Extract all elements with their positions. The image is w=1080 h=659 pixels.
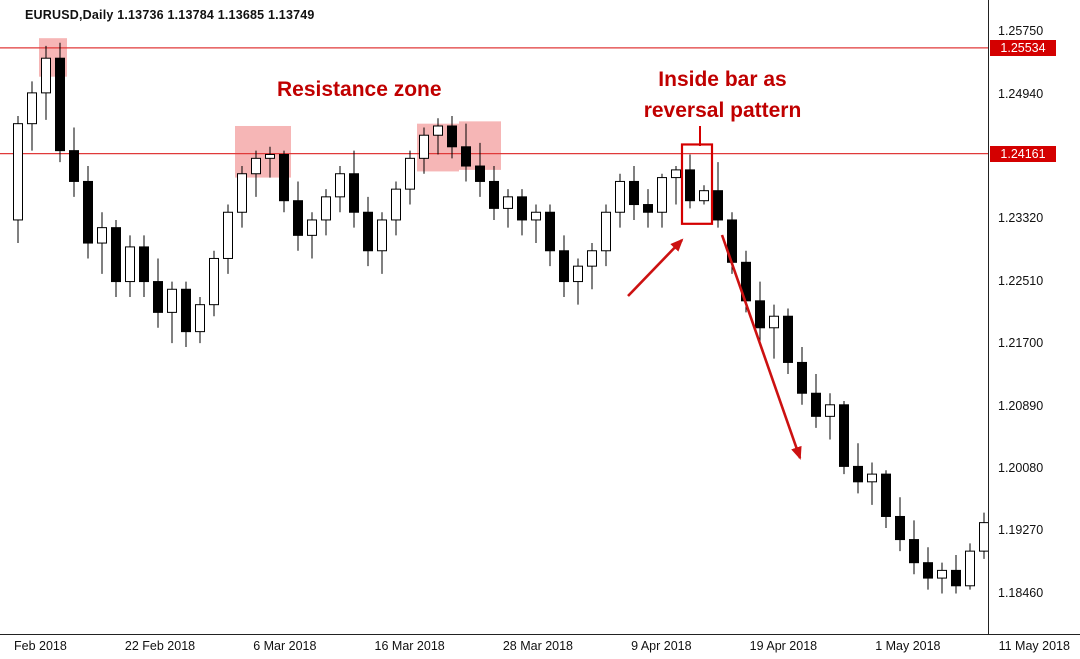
candle — [839, 400, 849, 475]
candle — [475, 142, 485, 197]
candle — [419, 127, 429, 174]
price-tick-label: 1.25750 — [998, 24, 1044, 39]
candle — [685, 154, 695, 209]
candle — [377, 212, 387, 274]
candle — [755, 281, 765, 344]
symbol-quote-label: EURUSD,Daily 1.13736 1.13784 1.13685 1.1… — [25, 8, 315, 22]
candle — [181, 281, 191, 348]
candle — [195, 296, 205, 344]
candle — [265, 146, 275, 178]
candle — [293, 181, 303, 251]
date-tick-label: Feb 2018 — [14, 639, 67, 653]
candle — [629, 166, 639, 220]
candle — [713, 162, 723, 228]
candle — [601, 204, 611, 267]
candle — [531, 204, 541, 244]
time-axis: Feb 2018 22 Feb 2018 6 Mar 2018 16 Mar 2018… — [0, 634, 1080, 659]
candle — [573, 258, 583, 305]
candle — [97, 212, 107, 274]
candle — [405, 150, 415, 205]
candle — [769, 304, 779, 359]
candle — [909, 520, 919, 575]
candle — [699, 185, 709, 205]
candle — [923, 547, 933, 590]
candle — [279, 150, 289, 213]
price-tick-label: 1.19270 — [998, 523, 1044, 538]
candle — [139, 235, 149, 297]
candle — [167, 281, 177, 344]
candle — [489, 166, 499, 220]
price-tick-label: 1.20080 — [998, 460, 1044, 475]
candle — [587, 243, 597, 290]
candle — [335, 166, 345, 213]
candle — [237, 166, 247, 228]
candle — [825, 393, 835, 440]
candle — [783, 308, 793, 374]
candle — [671, 166, 681, 205]
price-tick-label: 1.21700 — [998, 336, 1044, 351]
date-tick-label: 19 Apr 2018 — [749, 639, 818, 653]
candle — [433, 118, 443, 155]
candle — [363, 196, 373, 267]
candle — [643, 189, 653, 228]
candle — [657, 173, 667, 228]
candle — [321, 189, 331, 236]
annotation-resistance-zone: Resistance zone — [277, 78, 442, 101]
price-level-badge: 1.25534 — [990, 39, 1056, 56]
candle — [349, 150, 359, 228]
date-tick-label: 22 Feb 2018 — [124, 639, 196, 653]
candle — [391, 181, 401, 236]
date-tick-label: 11 May 2018 — [998, 639, 1070, 653]
candle — [153, 258, 163, 328]
candle — [559, 235, 569, 297]
price-level-badge: 1.24161 — [990, 145, 1056, 162]
candle — [27, 81, 37, 151]
date-tick-label: 6 Mar 2018 — [253, 639, 317, 653]
candle — [13, 115, 23, 244]
candle — [895, 497, 905, 552]
candle — [55, 42, 65, 163]
candle — [881, 470, 891, 529]
annotation-inside-bar-line1: Inside bar as — [658, 68, 787, 91]
candle — [937, 562, 947, 594]
candle — [447, 115, 457, 159]
candle — [125, 235, 135, 297]
annotation-inside-bar-line2: reversal pattern — [643, 99, 802, 122]
candlestick-chart-canvas[interactable] — [0, 0, 990, 634]
trend-arrow — [720, 234, 802, 460]
annotation-inside-bar: Inside bar as reversal pattern — [620, 64, 825, 126]
candle — [41, 45, 51, 120]
candle — [545, 204, 555, 267]
candle — [867, 462, 877, 505]
candle — [251, 150, 261, 197]
candle — [811, 373, 821, 428]
candle — [951, 554, 961, 594]
date-tick-label: 1 May 2018 — [875, 639, 941, 653]
candle — [461, 123, 471, 182]
candle — [223, 204, 233, 274]
candle — [111, 219, 121, 297]
price-tick-label: 1.24940 — [998, 86, 1044, 101]
price-tick-label: 1.23320 — [998, 211, 1044, 226]
candle — [307, 212, 317, 259]
candle — [965, 543, 975, 590]
price-tick-label: 1.18460 — [998, 585, 1044, 600]
candle — [69, 127, 79, 197]
candle — [83, 166, 93, 259]
price-tick-label: 1.20890 — [998, 398, 1044, 413]
date-tick-label: 9 Apr 2018 — [631, 639, 692, 653]
candle — [209, 250, 219, 317]
price-tick-label: 1.22510 — [998, 273, 1044, 288]
candle — [503, 189, 513, 228]
date-tick-label: 28 Mar 2018 — [502, 639, 574, 653]
candle — [797, 347, 807, 405]
inside-bar-box — [680, 143, 714, 225]
price-axis: 1.25750 1.24940 1.23320 1.22510 1.21700 1.208… — [988, 0, 1080, 634]
trend-arrow — [627, 238, 684, 297]
candle — [615, 173, 625, 228]
candle — [517, 189, 527, 236]
candle — [853, 443, 863, 494]
date-tick-label: 16 Mar 2018 — [374, 639, 445, 653]
